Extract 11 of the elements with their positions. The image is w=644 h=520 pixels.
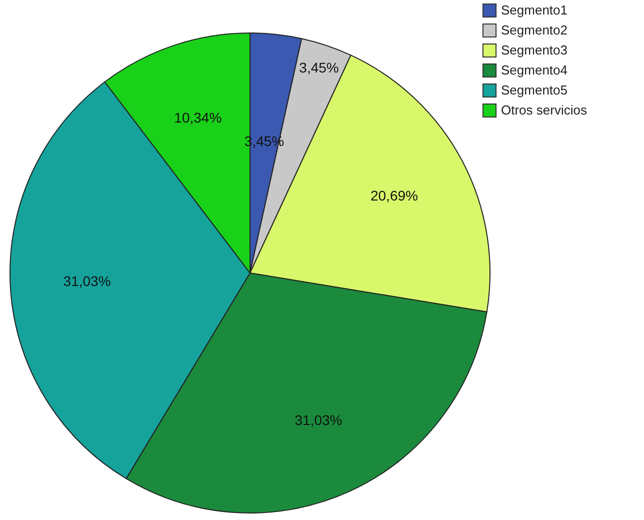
legend-label: Segmento4 (501, 62, 568, 78)
legend-label: Segmento5 (501, 82, 568, 98)
data-label: 20,69% (370, 188, 418, 204)
legend-label: Segmento1 (501, 2, 568, 18)
data-label: 10,34% (174, 109, 222, 126)
legend-label: Segmento2 (501, 22, 568, 38)
data-label: 3,45% (299, 59, 339, 76)
legend-label: Segmento3 (501, 42, 568, 58)
data-label: 31,03% (63, 272, 111, 289)
data-label: 31,03% (294, 412, 342, 428)
legend-label: Otros servicios (501, 102, 588, 118)
